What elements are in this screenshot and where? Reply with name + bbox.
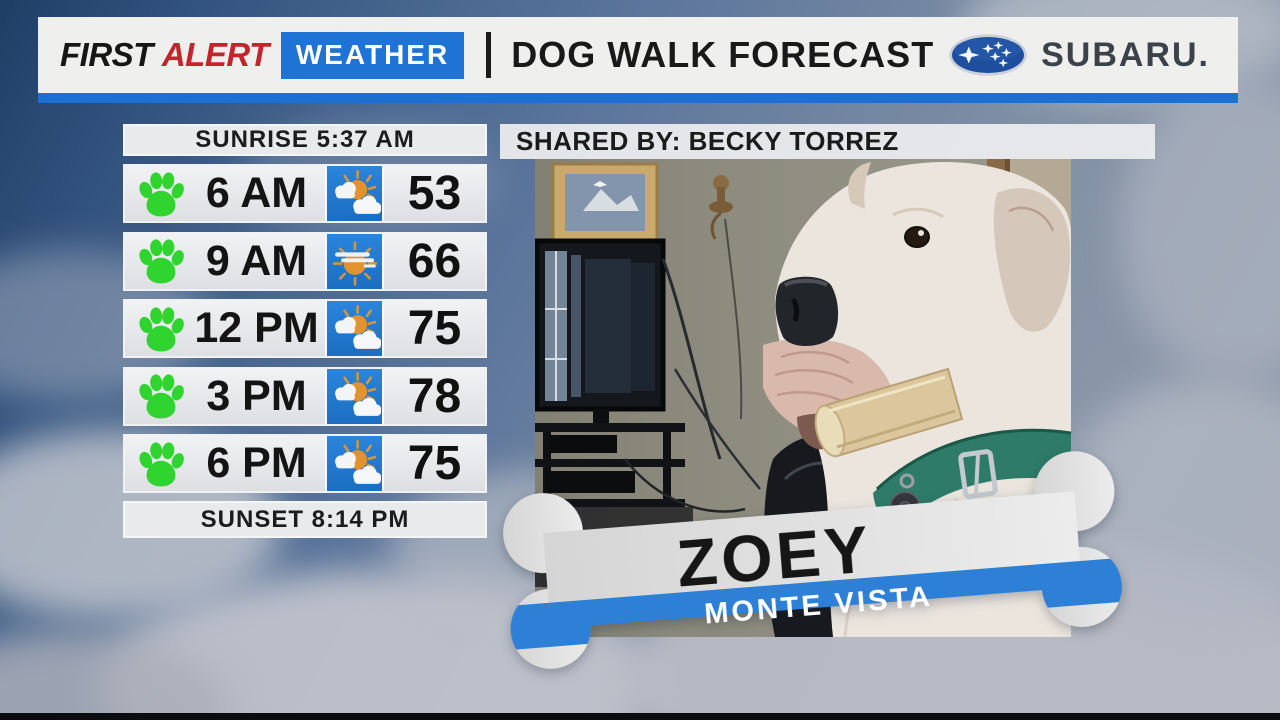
weather-icon <box>329 168 381 220</box>
weather-icon-box <box>325 368 384 424</box>
bottom-edge-strip <box>0 713 1280 720</box>
sunrise-bar: SUNRISE 5:37 AM <box>123 124 487 156</box>
forecast-temp: 75 <box>407 302 462 355</box>
header-underline <box>38 93 1238 103</box>
paw-icon <box>134 237 188 285</box>
weather-icon-box <box>325 166 384 221</box>
forecast-time: 6 PM <box>206 439 307 487</box>
forecast-temp: 66 <box>407 234 462 288</box>
sponsor-logo: SUBARU. <box>948 33 1210 77</box>
weather-icon-box <box>325 301 384 356</box>
forecast-time: 9 AM <box>205 236 308 285</box>
shared-by-bar: SHARED BY: BECKY TORREZ <box>500 124 1155 159</box>
weather-icon-box <box>325 436 384 491</box>
forecast-row: 12 PM 75 <box>123 299 487 358</box>
paw-icon <box>134 305 188 353</box>
subaru-oval-icon <box>949 34 1027 76</box>
forecast-row: 6 AM 53 <box>123 164 487 223</box>
paw-icon <box>134 372 188 420</box>
paw-icon <box>134 170 188 218</box>
first-alert-weather-logo: FIRST ALERT WEATHER <box>60 31 465 79</box>
forecast-time: 6 AM <box>205 169 308 217</box>
weather-icon <box>329 235 381 287</box>
forecast-time: 12 PM <box>194 304 319 352</box>
forecast-row: 3 PM 78 <box>123 366 487 426</box>
header-separator <box>486 32 492 78</box>
dog-name: ZOEY <box>674 511 875 600</box>
brand-alert: ALERT <box>161 36 269 73</box>
bone-name-tag: ZOEY MONTE VISTA <box>500 451 1125 669</box>
paw-icon <box>134 440 188 488</box>
sunset-bar: SUNSET 8:14 PM <box>123 501 487 538</box>
forecast-row: 9 AM 66 <box>123 231 487 291</box>
brand-first: FIRST <box>60 36 153 73</box>
sponsor-name: SUBARU. <box>1041 35 1210 74</box>
forecast-time: 3 PM <box>206 371 307 420</box>
forecast-temp: 78 <box>407 369 462 423</box>
weather-icon-box <box>325 233 384 289</box>
header-bar: FIRST ALERT WEATHER DOG WALK FORECAST SU… <box>38 17 1238 93</box>
brand-weather: WEATHER <box>280 31 465 79</box>
forecast-temp: 75 <box>407 437 462 490</box>
forecast-temp: 53 <box>407 167 462 220</box>
page-title: DOG WALK FORECAST <box>511 34 935 75</box>
weather-icon <box>329 370 381 422</box>
forecast-row: 6 PM 75 <box>123 434 487 493</box>
weather-icon <box>329 438 381 490</box>
weather-icon <box>329 303 381 355</box>
